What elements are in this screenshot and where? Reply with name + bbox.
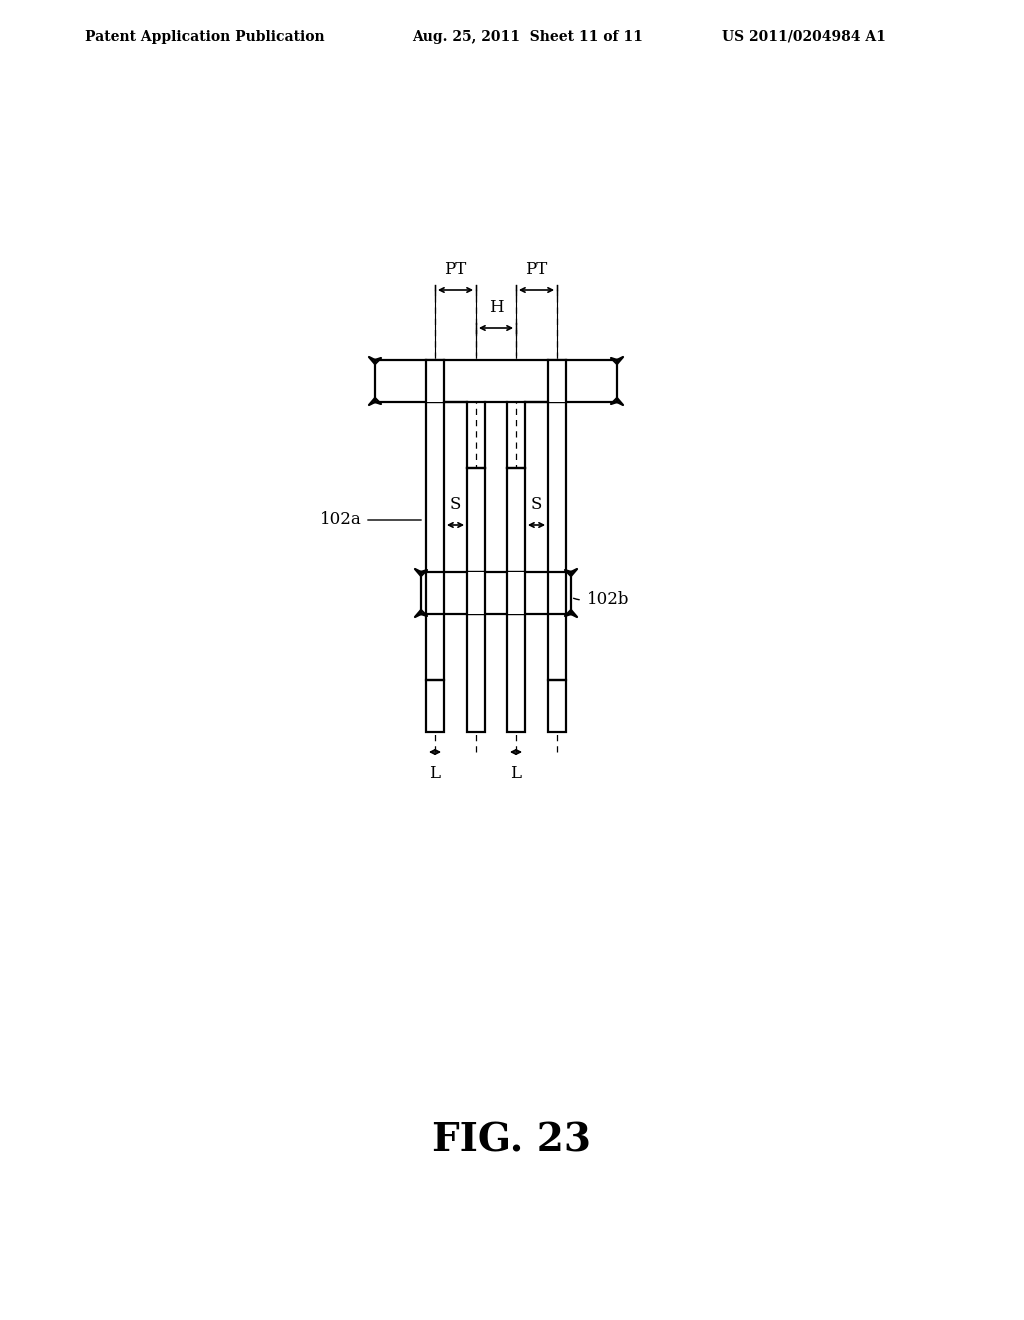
Bar <box>507 572 525 614</box>
Text: US 2011/0204984 A1: US 2011/0204984 A1 <box>722 30 886 44</box>
Bar <box>467 614 485 733</box>
Bar <box>548 403 566 680</box>
Bar <box>467 572 485 614</box>
Bar <box>467 360 485 403</box>
Text: Aug. 25, 2011  Sheet 11 of 11: Aug. 25, 2011 Sheet 11 of 11 <box>412 30 643 44</box>
Bar <box>467 469 485 572</box>
Bar <box>426 403 444 680</box>
Bar <box>507 614 525 733</box>
Bar <box>467 469 485 572</box>
Text: PT: PT <box>444 261 467 279</box>
Bar <box>548 360 566 403</box>
Text: FIG. 23: FIG. 23 <box>432 1121 592 1159</box>
Text: S: S <box>530 496 542 513</box>
Bar <box>507 614 525 733</box>
Bar <box>548 680 566 733</box>
Bar <box>507 469 525 572</box>
Bar <box>426 360 444 403</box>
Text: L: L <box>511 766 521 781</box>
Text: S: S <box>450 496 461 513</box>
Bar <box>426 403 444 680</box>
Bar <box>426 680 444 733</box>
Bar <box>507 360 525 403</box>
Bar <box>548 680 566 733</box>
Bar <box>507 469 525 572</box>
Bar <box>421 572 571 614</box>
Text: 102b: 102b <box>587 591 630 609</box>
Bar <box>467 614 485 733</box>
Bar <box>548 403 566 680</box>
Bar <box>375 360 617 403</box>
Text: L: L <box>429 766 440 781</box>
Text: PT: PT <box>525 261 548 279</box>
Text: H: H <box>488 300 504 315</box>
Bar <box>426 680 444 733</box>
Text: Patent Application Publication: Patent Application Publication <box>85 30 325 44</box>
Text: 102a: 102a <box>319 511 361 528</box>
